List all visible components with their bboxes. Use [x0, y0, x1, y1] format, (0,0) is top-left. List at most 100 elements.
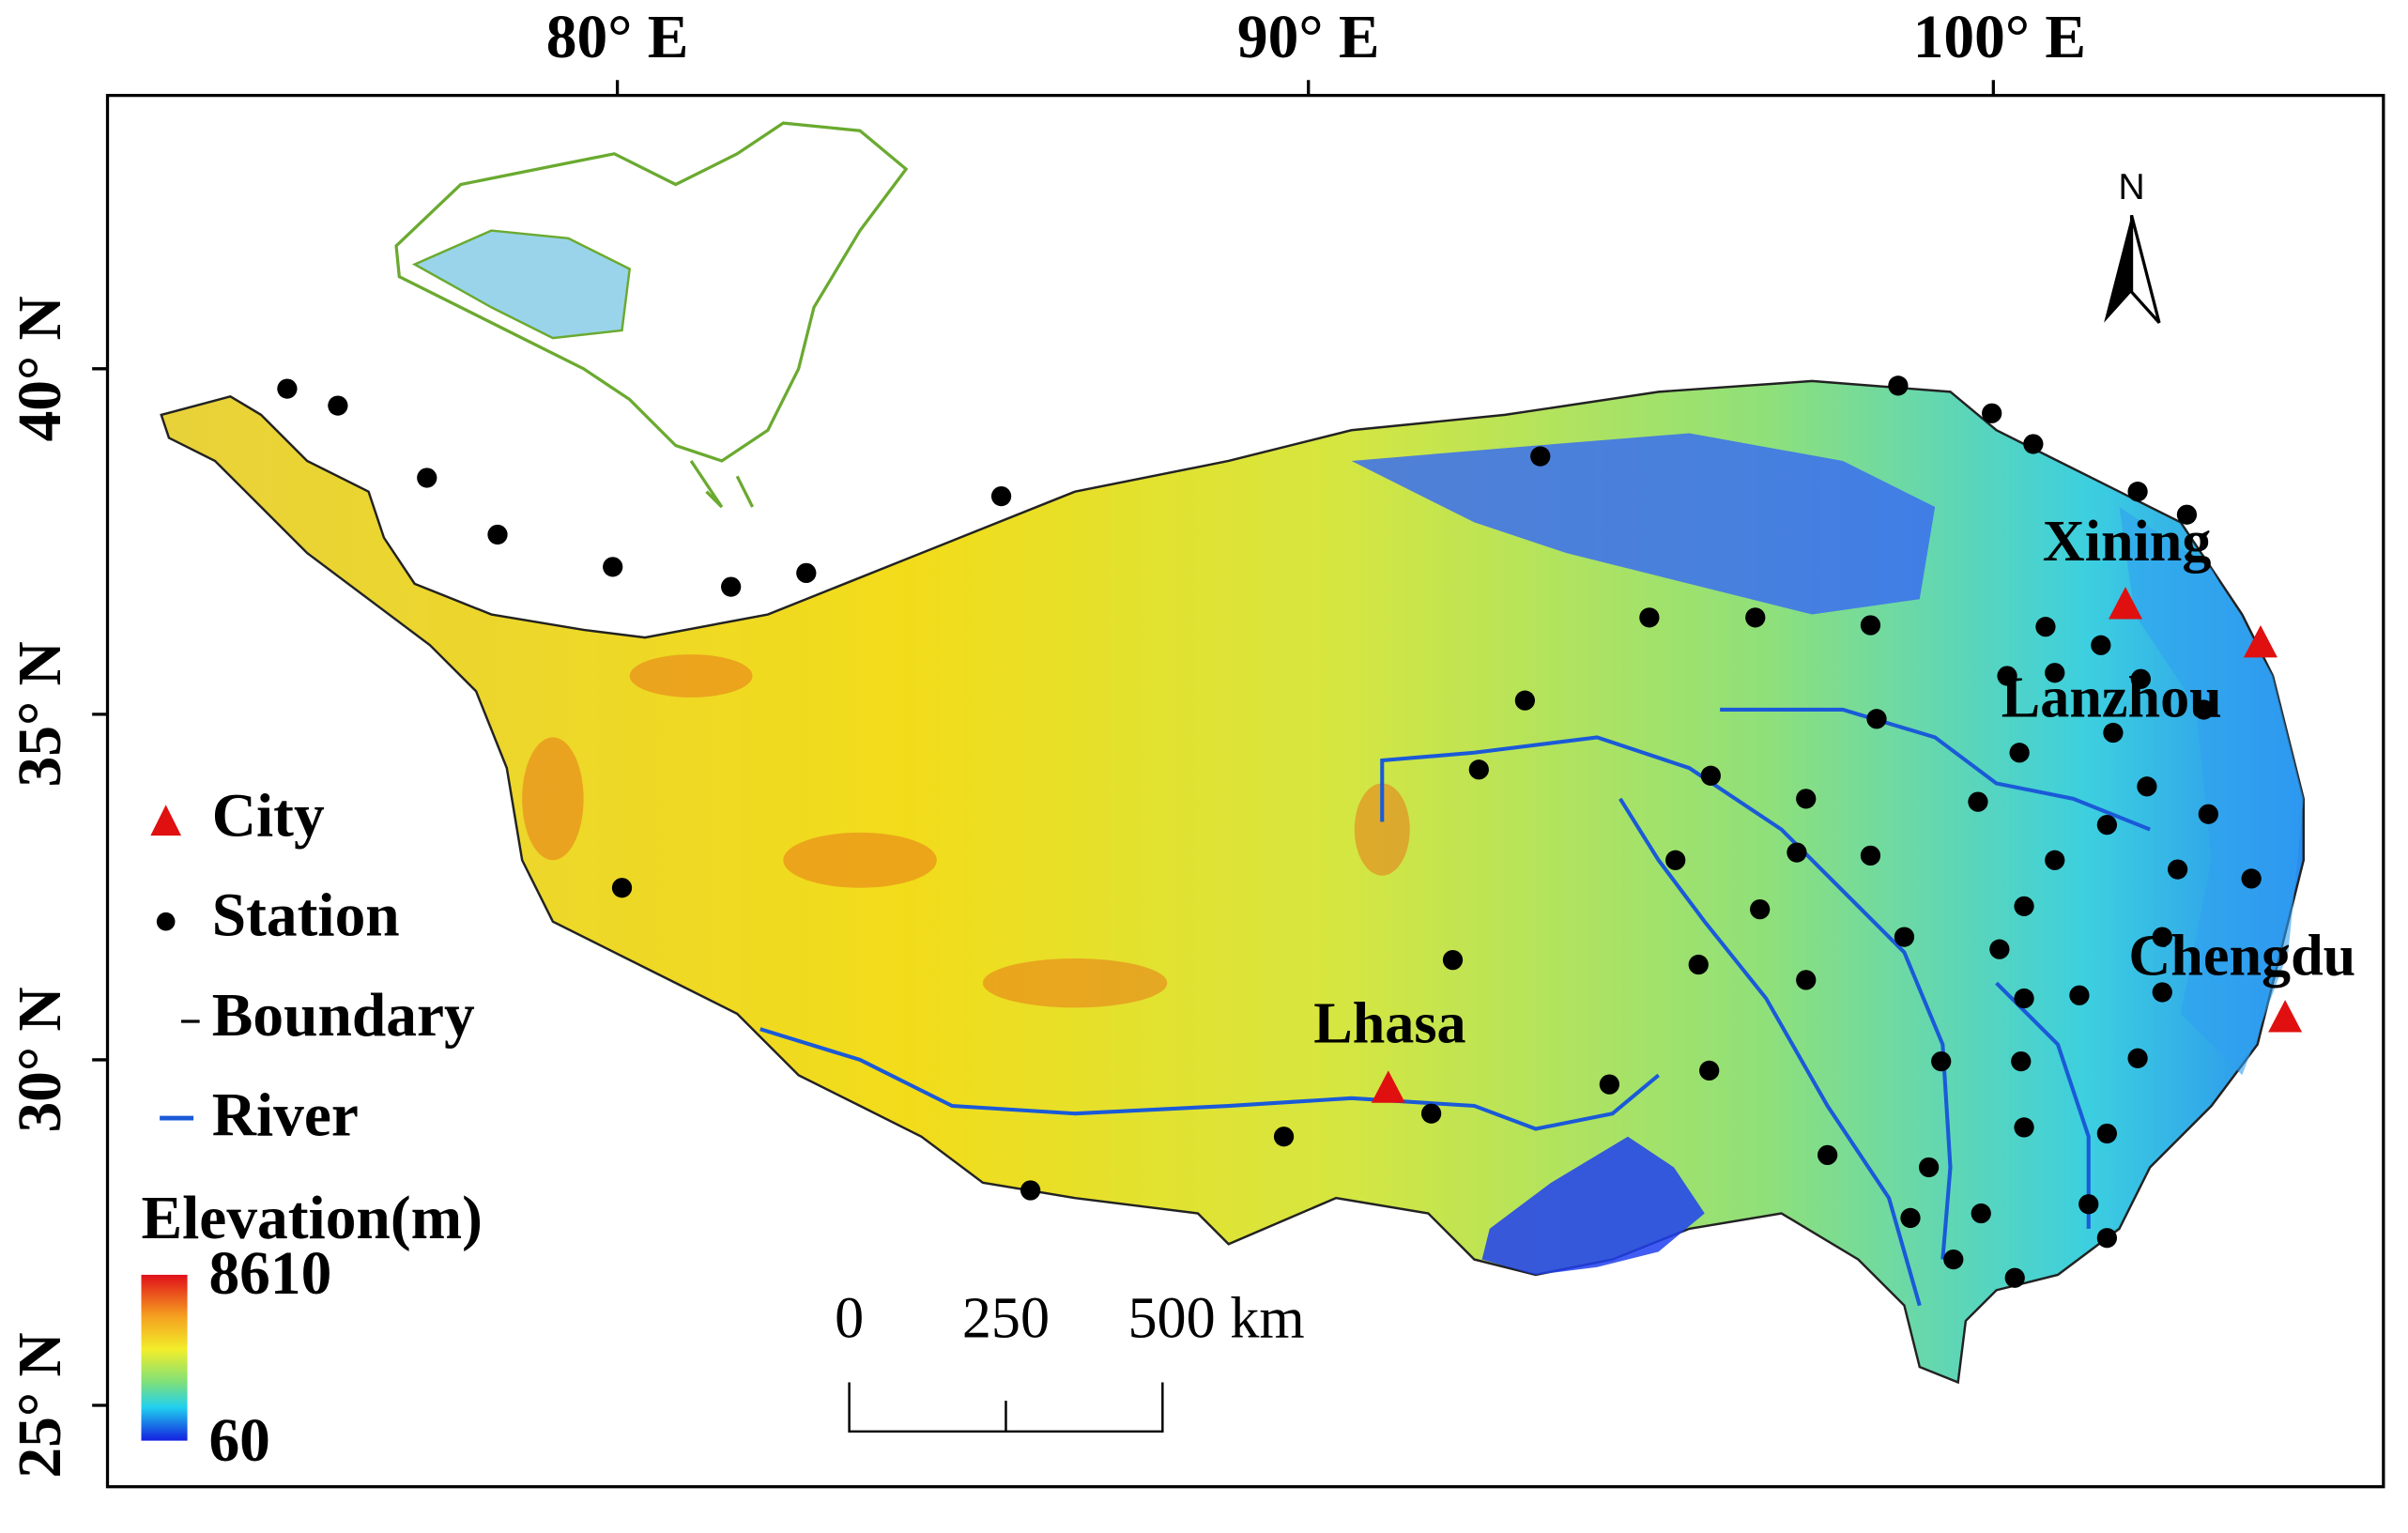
city-markers — [1371, 587, 2303, 1103]
station — [2009, 743, 2030, 763]
station — [2152, 927, 2172, 947]
station — [611, 878, 633, 898]
rivers — [759, 707, 2151, 1307]
station — [1273, 1127, 1295, 1147]
station — [2091, 635, 2111, 655]
station — [2004, 1267, 2025, 1288]
legend-label: River — [212, 1081, 359, 1149]
station — [2096, 1228, 2118, 1249]
station — [1997, 666, 2017, 686]
station — [1796, 789, 1817, 809]
station — [1639, 607, 1660, 628]
legend-label: City — [212, 782, 325, 850]
station — [2176, 504, 2198, 525]
scale-label: 0 — [835, 1287, 864, 1351]
station — [1665, 850, 1686, 870]
lat-label: 25° N — [7, 1332, 74, 1478]
station — [2035, 617, 2056, 637]
lowland-southeast — [1481, 1136, 1705, 1275]
station — [1900, 1207, 1921, 1229]
lon-label: 90° E — [1237, 4, 1380, 71]
station — [1468, 759, 1489, 780]
elevation-max: 8610 — [208, 1240, 331, 1308]
station — [1020, 1180, 1041, 1201]
north-arrow-icon — [2104, 214, 2161, 324]
station — [417, 468, 437, 488]
lon-label: 80° E — [546, 4, 689, 71]
station — [2137, 776, 2157, 797]
station — [2011, 1050, 2032, 1072]
legend: City Station Boundary River Elevation(m)… — [141, 782, 483, 1475]
legend-label: Boundary — [212, 982, 475, 1050]
station — [603, 557, 623, 577]
station — [1971, 1203, 1991, 1224]
station — [1918, 1157, 1940, 1178]
city-label: Xining — [2043, 510, 2212, 574]
station — [2127, 1048, 2148, 1068]
station — [2069, 985, 2090, 1005]
station — [328, 395, 348, 416]
station — [1931, 1050, 1952, 1072]
lon-label: 100° E — [1913, 4, 2086, 71]
scale-label: 250 — [962, 1287, 1050, 1351]
station — [1860, 845, 1881, 866]
station — [1442, 949, 1464, 971]
station — [1866, 709, 1887, 729]
station — [1750, 899, 1771, 920]
qaidam-basin — [1351, 433, 1936, 615]
station — [2045, 850, 2065, 870]
city-label: Lanzhou — [2002, 667, 2222, 730]
station — [1860, 615, 1881, 636]
station — [2014, 988, 2034, 1009]
high-peaks — [522, 654, 1410, 1008]
station — [2045, 663, 2065, 683]
north-label: N — [2118, 166, 2144, 207]
scale-label: 500 km — [1127, 1287, 1304, 1351]
lat-label: 40° N — [7, 296, 74, 441]
station — [796, 562, 817, 584]
station — [2096, 815, 2118, 835]
elevation-min: 60 — [208, 1407, 269, 1475]
station — [2014, 896, 2034, 916]
tick-marks — [92, 80, 1995, 1407]
station — [1968, 791, 1988, 812]
station — [2014, 1117, 2034, 1138]
station — [1982, 403, 2002, 423]
elevation-colorbar — [141, 1274, 188, 1441]
lat-label: 30° N — [7, 987, 74, 1132]
legend-city-symbol — [150, 805, 182, 836]
station — [721, 576, 742, 597]
legend-label: Station — [212, 882, 400, 950]
station — [1818, 1144, 1838, 1166]
lat-label: 35° N — [7, 641, 74, 787]
station — [1420, 1103, 1442, 1124]
station — [487, 524, 508, 545]
station — [2023, 434, 2044, 454]
station — [1688, 954, 1709, 975]
city-label: Chengdu — [2128, 925, 2355, 989]
station — [1745, 607, 1766, 628]
station — [277, 378, 298, 399]
station — [1514, 690, 1536, 711]
station — [1530, 446, 1551, 467]
station — [2241, 868, 2262, 889]
station — [1699, 1060, 1720, 1081]
elevation-title: Elevation(m) — [141, 1185, 482, 1252]
inset-china — [394, 121, 909, 509]
station — [2127, 482, 2148, 502]
station — [2198, 804, 2218, 824]
station — [2193, 699, 2215, 720]
station — [1888, 376, 1909, 396]
station — [1894, 927, 1915, 947]
station — [1943, 1249, 1964, 1270]
plateau — [160, 379, 2305, 1385]
stations — [277, 376, 2262, 1288]
station — [1796, 970, 1817, 990]
station — [1989, 939, 2010, 959]
scale-bar: 0 250 500 km — [835, 1287, 1305, 1433]
station — [2103, 722, 2124, 744]
station — [2167, 859, 2188, 880]
station — [1599, 1074, 1619, 1095]
